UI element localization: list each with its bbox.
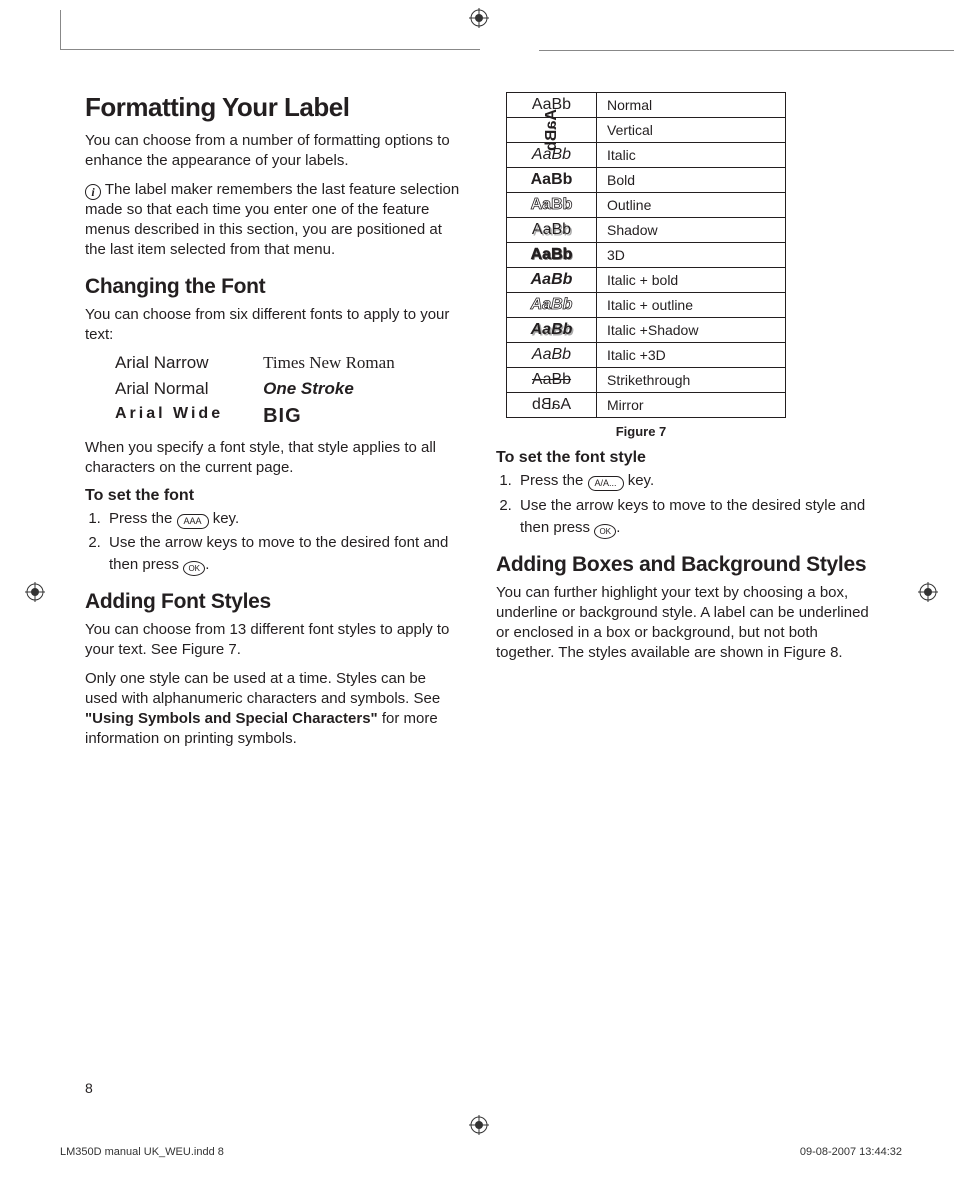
- para-intro: You can choose from a number of formatti…: [85, 131, 460, 172]
- para-one-style: Only one style can be used at a time. St…: [85, 669, 460, 750]
- style-label: 3D: [597, 243, 786, 268]
- step-1: Press the AAA key.: [105, 508, 460, 530]
- heading-changing-font: Changing the Font: [85, 275, 460, 299]
- style-step-2: Use the arrow keys to move to the desire…: [516, 495, 871, 539]
- style-label: Shadow: [597, 218, 786, 243]
- right-column: AaBbNormalAaBbVerticalAaBbItalicAaBbBold…: [496, 92, 871, 758]
- style-row: AaBbItalic +Shadow: [507, 318, 786, 343]
- styles-table: AaBbNormalAaBbVerticalAaBbItalicAaBbBold…: [506, 92, 786, 418]
- footer-timestamp: 09-08-2007 13:44:32: [800, 1146, 902, 1158]
- heading-set-font: To set the font: [85, 487, 460, 505]
- figure-7-caption: Figure 7: [496, 424, 786, 439]
- page-content: Formatting Your Label You can choose fro…: [85, 92, 875, 758]
- style-sample: AaBb: [507, 368, 597, 393]
- crop-mark-top: [60, 10, 480, 50]
- style-sample: AaBb: [507, 393, 597, 418]
- para-style-applies: When you specify a font style, that styl…: [85, 438, 460, 479]
- font-onestroke: One Stroke: [263, 379, 395, 399]
- aaa-key-icon: AAA: [177, 514, 209, 529]
- style-label: Mirror: [597, 393, 786, 418]
- page-number: 8: [85, 1080, 93, 1096]
- style-label: Normal: [597, 93, 786, 118]
- registration-mark-bottom: [469, 1115, 489, 1140]
- ref-using-symbols: "Using Symbols and Special Characters": [85, 710, 378, 727]
- registration-mark-left: [25, 582, 45, 607]
- style-row: AaBbOutline: [507, 193, 786, 218]
- registration-mark-right: [918, 582, 938, 607]
- style-row: AaBbItalic +3D: [507, 343, 786, 368]
- style-label: Italic +Shadow: [597, 318, 786, 343]
- set-font-steps: Press the AAA key. Use the arrow keys to…: [85, 508, 460, 577]
- ok-key-icon-2: OK: [594, 524, 616, 539]
- style-label: Italic +3D: [597, 343, 786, 368]
- style-row: AaBbStrikethrough: [507, 368, 786, 393]
- style-row: AaBbItalic + outline: [507, 293, 786, 318]
- set-style-steps: Press the A/A... key. Use the arrow keys…: [496, 470, 871, 539]
- style-sample: AaBb: [507, 118, 597, 143]
- para-info: i The label maker remembers the last fea…: [85, 180, 460, 261]
- style-sample: AaBb: [507, 243, 597, 268]
- info-icon: i: [85, 184, 101, 200]
- registration-mark-top: [469, 8, 489, 33]
- font-arial-wide: Arial Wide: [115, 405, 223, 423]
- style-row: AaBb3D: [507, 243, 786, 268]
- style-label: Italic: [597, 143, 786, 168]
- style-label: Vertical: [597, 118, 786, 143]
- style-sample: AaBb: [507, 168, 597, 193]
- style-label: Italic + outline: [597, 293, 786, 318]
- heading-set-font-style: To set the font style: [496, 449, 871, 467]
- step-2: Use the arrow keys to move to the desire…: [105, 532, 460, 576]
- para-boxes: You can further highlight your text by c…: [496, 583, 871, 664]
- style-row: AaBbMirror: [507, 393, 786, 418]
- font-arial-narrow: Arial Narrow: [115, 353, 223, 373]
- style-sample: AaBb: [507, 193, 597, 218]
- left-column: Formatting Your Label You can choose fro…: [85, 92, 460, 758]
- font-times: Times New Roman: [263, 353, 395, 373]
- para-13-styles: You can choose from 13 different font st…: [85, 620, 460, 661]
- style-sample: AaBb: [507, 343, 597, 368]
- style-row: AaBbItalic + bold: [507, 268, 786, 293]
- style-label: Outline: [597, 193, 786, 218]
- style-row: AaBbBold: [507, 168, 786, 193]
- style-sample: AaBb: [507, 218, 597, 243]
- font-examples: Arial Narrow Arial Normal Arial Wide Tim…: [115, 353, 460, 428]
- style-label: Bold: [597, 168, 786, 193]
- style-label: Italic + bold: [597, 268, 786, 293]
- ok-key-icon: OK: [183, 561, 205, 576]
- style-step-1: Press the A/A... key.: [516, 470, 871, 492]
- heading-boxes: Adding Boxes and Background Styles: [496, 553, 871, 577]
- font-big: BIG: [263, 405, 395, 428]
- heading-formatting: Formatting Your Label: [85, 92, 460, 123]
- font-arial-normal: Arial Normal: [115, 379, 223, 399]
- footer-filename: LM350D manual UK_WEU.indd 8: [60, 1146, 224, 1158]
- info-text: The label maker remembers the last featu…: [85, 181, 459, 259]
- style-label: Strikethrough: [597, 368, 786, 393]
- style-row: AaBbVertical: [507, 118, 786, 143]
- style-key-icon: A/A...: [588, 476, 624, 491]
- style-sample: AaBb: [507, 293, 597, 318]
- heading-adding-styles: Adding Font Styles: [85, 590, 460, 614]
- style-row: AaBbShadow: [507, 218, 786, 243]
- para-six-fonts: You can choose from six different fonts …: [85, 305, 460, 346]
- style-sample: AaBb: [507, 318, 597, 343]
- footer: LM350D manual UK_WEU.indd 8 09-08-2007 1…: [60, 1146, 902, 1158]
- style-sample: AaBb: [507, 268, 597, 293]
